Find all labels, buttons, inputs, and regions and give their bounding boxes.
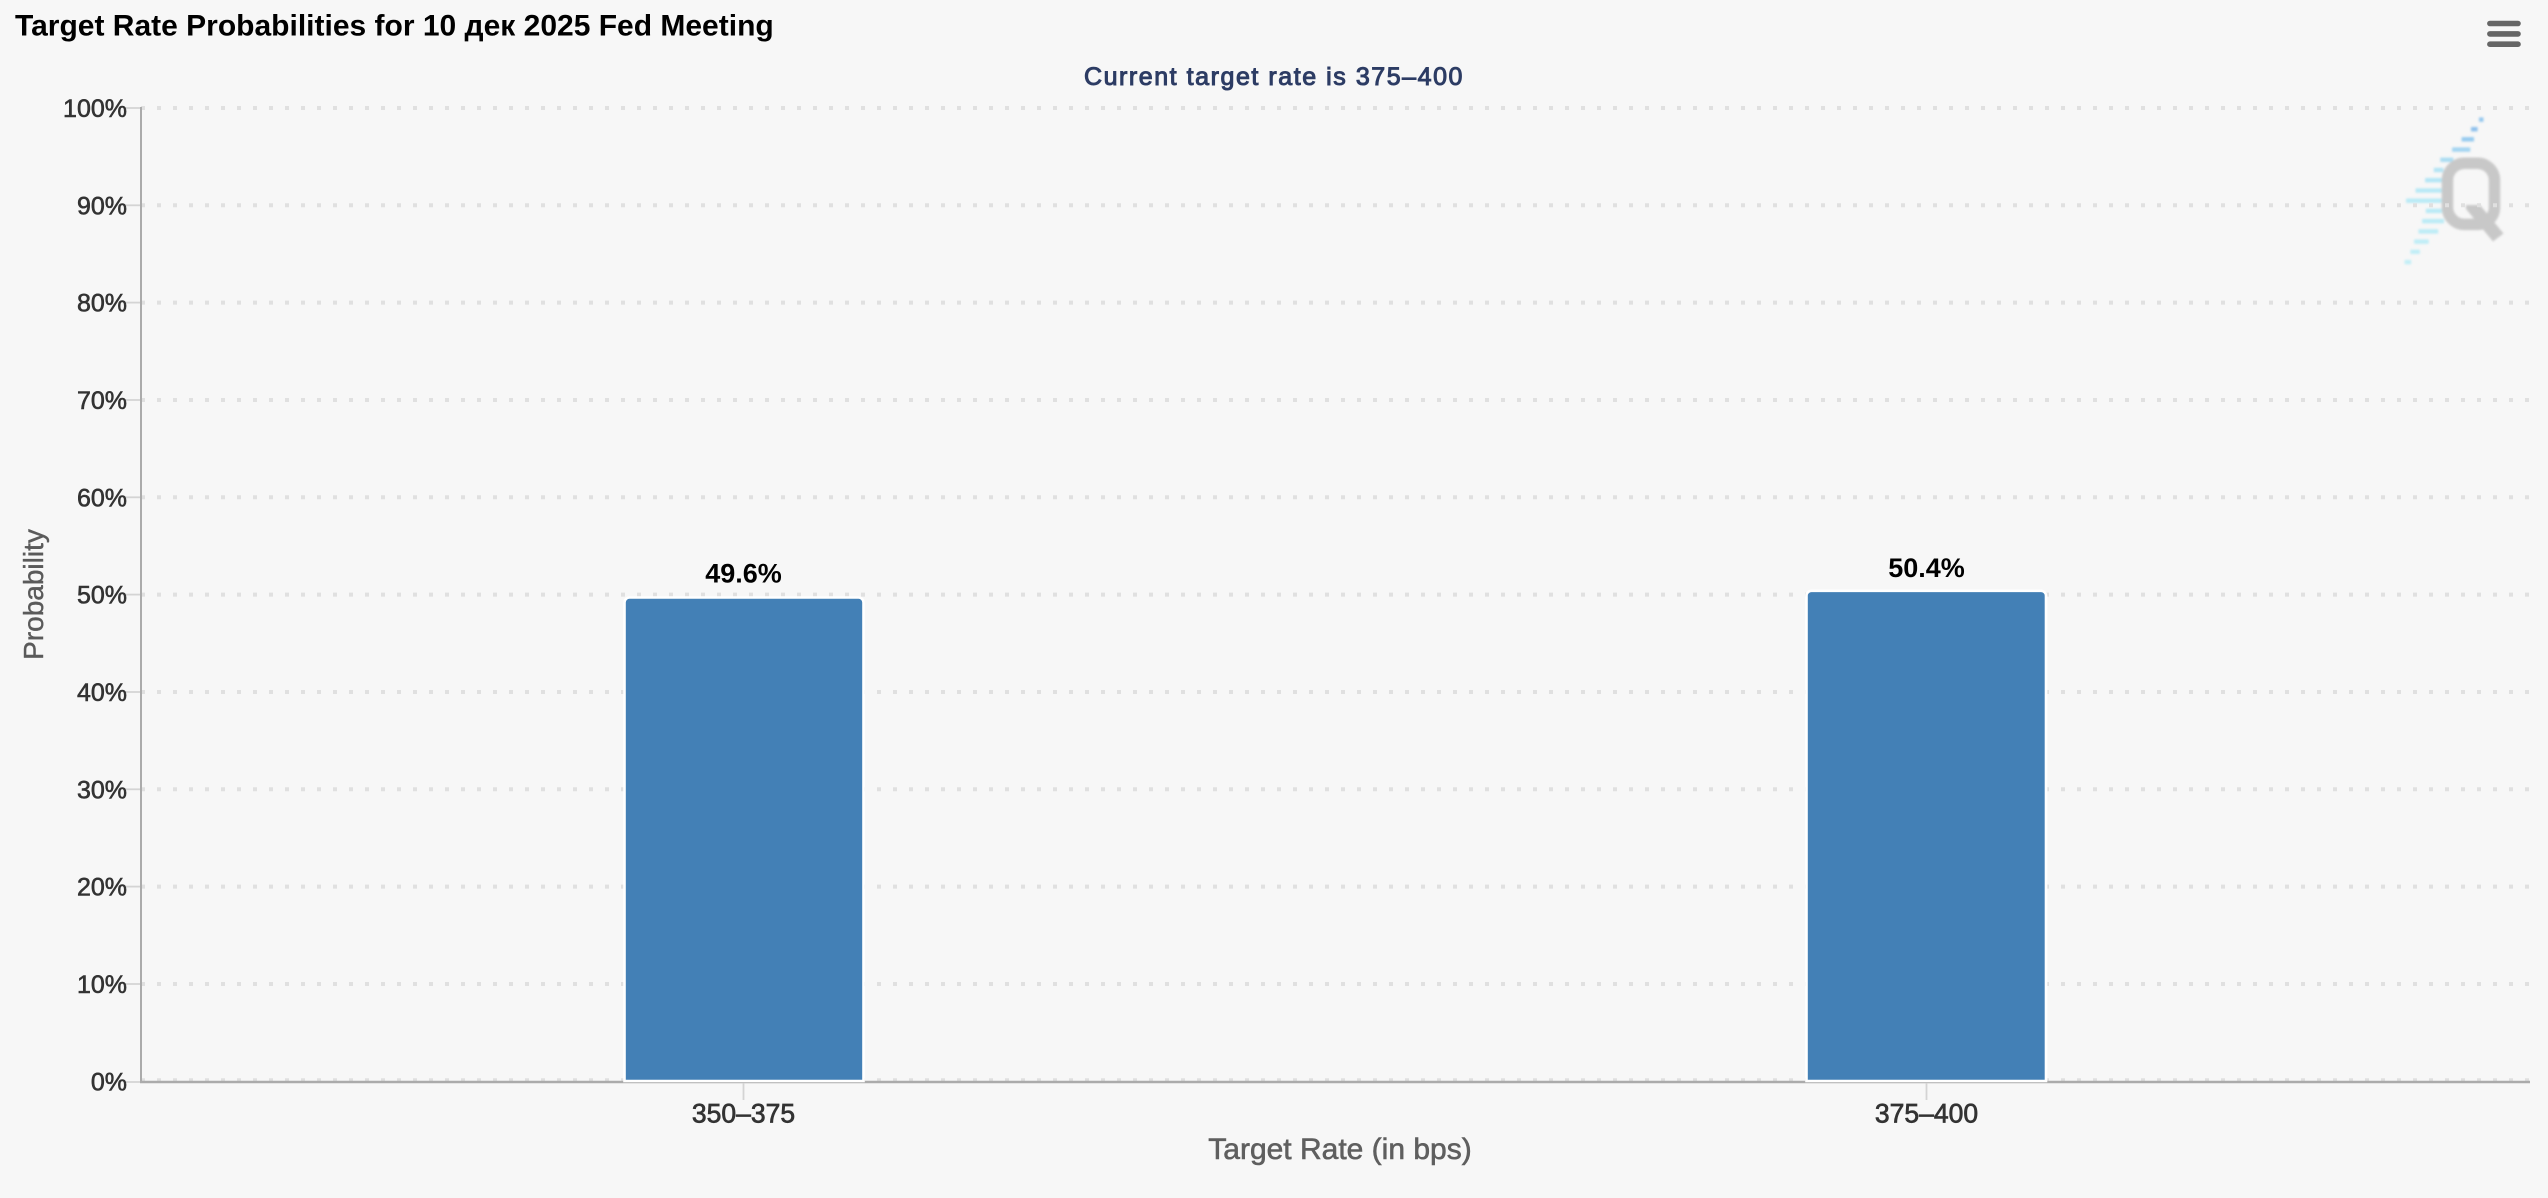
svg-text:50.4%: 50.4% bbox=[1888, 553, 1965, 583]
svg-text:Probability: Probability bbox=[18, 529, 49, 660]
svg-text:60%: 60% bbox=[77, 484, 127, 512]
svg-text:30%: 30% bbox=[77, 776, 127, 804]
svg-text:49.6%: 49.6% bbox=[705, 559, 782, 589]
svg-text:Current target rate is 375–400: Current target rate is 375–400 bbox=[1084, 63, 1464, 91]
svg-text:70%: 70% bbox=[77, 387, 127, 415]
svg-text:375–400: 375–400 bbox=[1875, 1099, 1978, 1129]
svg-text:Target Rate Probabilities for: Target Rate Probabilities for 10 дек 202… bbox=[15, 10, 774, 43]
svg-text:50%: 50% bbox=[77, 582, 127, 610]
svg-text:10%: 10% bbox=[77, 971, 127, 999]
svg-text:90%: 90% bbox=[77, 192, 127, 220]
svg-text:20%: 20% bbox=[77, 874, 127, 902]
svg-text:40%: 40% bbox=[77, 679, 127, 707]
svg-text:0%: 0% bbox=[91, 1068, 127, 1096]
svg-text:80%: 80% bbox=[77, 290, 127, 318]
svg-text:Target Rate (in bps): Target Rate (in bps) bbox=[1208, 1133, 1471, 1166]
svg-text:350–375: 350–375 bbox=[692, 1099, 795, 1129]
svg-text:100%: 100% bbox=[63, 95, 127, 123]
